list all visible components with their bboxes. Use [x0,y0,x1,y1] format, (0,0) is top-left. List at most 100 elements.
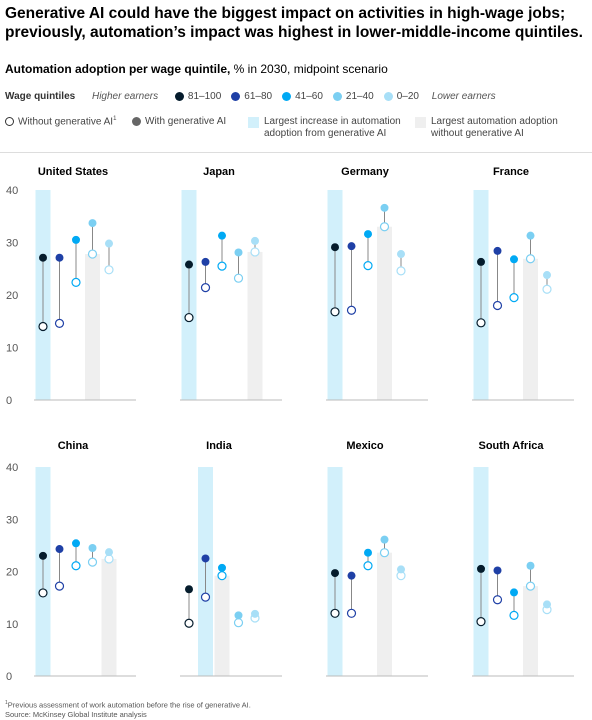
with-genai-point [201,257,210,266]
with-genai-point [185,260,193,269]
without-genai-point [250,247,260,257]
quintile-dot-icon [174,92,184,101]
panel-title: Germany [341,166,390,178]
with-genai-point [88,543,97,552]
panel-title: Japan [203,166,235,178]
quintile-label: 0–20 [396,91,419,102]
with-genai-point [543,271,551,280]
with-genai-point [347,242,356,251]
with-genai-point [72,539,80,548]
with-genai-point [510,255,518,264]
quintile-label: 81–100 [187,91,222,102]
without-genai-point [492,595,503,605]
wage-quintiles-label: Wage quintiles [5,91,76,103]
with-genai-point [234,248,243,257]
without-genai-point [233,273,244,283]
panel-title: France [493,166,529,178]
without-genai-point [363,261,373,271]
with-genai-point [218,563,226,572]
with-genai-point [526,561,535,570]
quintile-dot-icon [231,92,241,101]
quintile-legend-item: 61–80 [231,91,272,102]
with-genai-point [543,600,551,609]
without-genai-point [233,618,244,628]
largest-without-highlight [101,558,117,676]
legend-without-genai: Without generative AI1 [5,116,116,127]
without-genai-point [87,249,98,259]
quintile-label: 21–40 [345,91,374,102]
largest-without-highlight [377,552,392,676]
y-tick-label: 40 [6,462,18,474]
quintile-dot-icon [332,92,342,101]
footnote-text: Previous assessment of work automation b… [7,700,251,710]
y-tick-label: 10 [6,343,18,355]
quintile-label: 41–60 [295,91,323,102]
with-genai-point [185,585,193,594]
with-genai-point [88,219,97,228]
with-genai-point [39,253,47,262]
without-genai-point [476,318,486,328]
with-genai-point [105,239,113,248]
legend-largest-increase: Largest increase in automation adoption … [264,116,401,139]
largest-without-highlight [247,251,263,400]
without-genai-point [71,277,81,287]
with-genai-point [364,230,372,239]
largest-without-swatch [415,117,426,128]
with-genai-point [55,545,64,554]
panel-title: South Africa [479,440,545,452]
with-genai-point [397,250,405,259]
without-genai-point [379,548,390,558]
with-genai-point [477,564,485,573]
without-genai-point [396,266,406,276]
with-genai-point [331,243,339,252]
y-tick-label: 10 [6,619,18,631]
without-genai-point [184,618,194,628]
without-genai-point [38,321,48,332]
with-genai-point [477,257,485,266]
without-genai-point [509,293,519,303]
y-tick-label: 40 [6,185,18,197]
y-tick-label: 0 [6,671,12,683]
footnote-mark: 1 [113,116,117,122]
filled-circle-icon [132,116,141,126]
panel-title: Mexico [346,440,384,452]
chart-title: Generative AI could have the biggest imp… [5,5,583,41]
without-genai-point [217,571,227,581]
quintile-label: 61–80 [244,91,273,102]
legend-with-genai: With generative AI [132,116,226,127]
without-genai-point [492,300,503,311]
with-genai-point [218,231,226,240]
with-genai-point [510,588,518,597]
without-genai-point [200,592,211,602]
legend-divider [0,152,592,153]
without-genai-point [363,561,373,571]
without-genai-point [54,318,65,328]
quintile-items: 81–100 61–80 41–60 21–40 0–20 [174,91,429,102]
with-genai-point [55,253,64,262]
without-genai-point [346,608,357,618]
footnote-block: 1Previous assessment of work automation … [5,699,251,719]
largest-without-highlight [85,254,100,400]
quintile-legend-item: 41–60 [282,91,323,102]
largest-without-highlight [523,258,538,400]
without-genai-point [476,617,486,627]
without-genai-point [87,557,98,567]
with-genai-point [397,565,405,574]
quintile-dot-icon [282,92,292,101]
with-genai-point [347,571,356,580]
quintile-legend-item: 0–20 [383,91,419,102]
with-genai-point [493,246,502,255]
charts-svg: 0 10 20 30 40 United States Japan Germany France… [6,166,574,683]
largest-increase-swatch [248,117,259,128]
with-genai-point [364,548,372,557]
without-genai-point [104,265,114,275]
higher-earners-label: Higher earners [91,91,159,103]
y-tick-label: 0 [6,395,12,407]
with-genai-point [380,535,389,544]
with-genai-point [251,609,259,618]
subtitle-rest: % in 2030, midpoint scenario [230,62,388,76]
wage-quintile-legend: Wage quintiles Higher earners 81–100 61–8… [5,91,510,102]
y-tick-label: 30 [6,238,18,250]
open-circle-icon [5,117,14,127]
without-genai-point [525,254,536,264]
